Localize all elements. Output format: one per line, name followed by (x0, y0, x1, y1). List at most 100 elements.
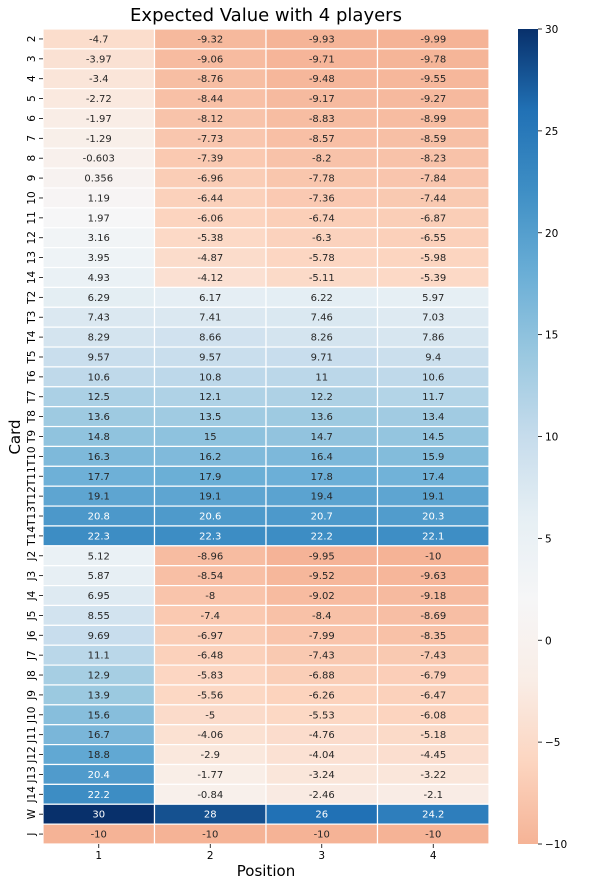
cell-value-label: 20.3 (422, 512, 444, 523)
y-tick-label: 5 (26, 95, 38, 102)
y-tick-label: T11 (26, 466, 38, 487)
cell-value-label: -10 (91, 830, 107, 841)
cell-value-label: -9.63 (420, 571, 446, 582)
cell-value-label: 17.8 (311, 472, 333, 483)
cell-value-label: -6.08 (420, 710, 446, 721)
cell-value-label: 7.43 (88, 313, 110, 324)
cell-value-label: -5.56 (197, 690, 223, 701)
y-tick-label: J13 (26, 766, 38, 783)
cell-value-label: -4.04 (309, 750, 335, 761)
cell-value-label: 9.57 (88, 352, 110, 363)
cell-value-label: -6.3 (312, 233, 332, 244)
cell-value-label: 5.97 (422, 293, 444, 304)
cell-value-label: -9.48 (309, 74, 335, 85)
y-tick-label: J3 (26, 571, 38, 582)
y-tick-label: J10 (26, 707, 38, 724)
colorbar-tick-label: 0 (545, 635, 552, 647)
y-tick-label: J2 (26, 551, 38, 562)
cell-value-label: 10.6 (422, 372, 444, 383)
y-tick-label: T4 (26, 330, 38, 344)
cell-value-label: 12.9 (88, 671, 110, 682)
cell-value-label: -6.97 (197, 631, 223, 642)
y-tick-label: 13 (26, 251, 38, 264)
y-tick-label: T3 (26, 311, 38, 325)
cell-value-label: -5.53 (309, 710, 335, 721)
cell-value-label: -6.55 (420, 233, 446, 244)
cell-value-label: 17.4 (422, 472, 444, 483)
y-tick-label: J9 (26, 690, 38, 701)
cell-value-label: 30 (92, 810, 105, 821)
cell-value-label: 20.7 (311, 512, 333, 523)
cell-value-label: 13.6 (88, 412, 110, 423)
cell-value-label: -8.35 (420, 631, 446, 642)
cell-value-label: 14.8 (88, 432, 110, 443)
cell-value-label: -8.59 (420, 134, 446, 145)
y-tick-label: 7 (26, 135, 38, 142)
cell-value-label: -5.38 (197, 233, 223, 244)
heatmap-cells: -4.7 -9.32 -9.93 -9.99 -3.97 -9.06 -9.71 -9.78 -… (42, 28, 490, 845)
cell-value-label: 19.1 (199, 492, 221, 503)
y-tick-label: J (26, 833, 38, 837)
y-tick-label: J14 (26, 786, 38, 804)
cell-value-label: 9.57 (199, 352, 221, 363)
cell-value-label: 8.29 (88, 333, 110, 344)
cell-value-label: -2.9 (200, 750, 220, 761)
colorbar-tick-label: 25 (545, 126, 558, 138)
cell-value-label: -9.18 (420, 591, 446, 602)
cell-value-label: -8.69 (420, 611, 446, 622)
cell-value-label: 22.1 (422, 531, 444, 542)
cell-value-label: -8.23 (420, 154, 446, 165)
cell-value-label: -7.36 (309, 193, 335, 204)
cell-value-label: 8.55 (88, 611, 110, 622)
x-tick-label: 2 (207, 850, 214, 862)
cell-value-label: -8.4 (312, 611, 332, 622)
x-tick-label: 1 (95, 850, 102, 862)
cell-value-label: -2.1 (423, 790, 443, 801)
cell-value-label: -7.39 (197, 154, 223, 165)
cell-value-label: -5.11 (309, 273, 335, 284)
colorbar-tick-label: 20 (545, 228, 558, 240)
y-tick-labels: 2 3 4 5 6 7 8 9 10 11 12 13 14 T2 T3 T4 T5 T6 T7 T8 T9 T10T11… (26, 36, 43, 837)
cell-value-label: -7.43 (420, 651, 446, 662)
cell-value-label: -3.97 (86, 54, 112, 65)
cell-value-label: -4.12 (197, 273, 223, 284)
x-tick-label: 4 (430, 850, 437, 862)
y-tick-label: 10 (26, 191, 38, 204)
cell-value-label: -4.06 (197, 730, 223, 741)
cell-value-label: 6.95 (88, 591, 110, 602)
cell-value-label: -8.96 (197, 551, 223, 562)
cell-value-label: -0.603 (83, 154, 115, 165)
cell-value-label: -8.83 (309, 114, 335, 125)
cell-value-label: 6.29 (88, 293, 110, 304)
cell-value-label: -7.99 (309, 631, 335, 642)
cell-value-label: -6.79 (420, 671, 446, 682)
cell-value-label: -2.72 (86, 94, 112, 105)
cell-value-label: -9.71 (309, 54, 335, 65)
cell-value-label: 12.1 (199, 392, 221, 403)
cell-value-label: 22.3 (199, 531, 221, 542)
cell-value-label: 7.03 (422, 313, 444, 324)
y-tick-label: W (26, 808, 38, 819)
x-tick-label: 3 (318, 850, 325, 862)
cell-value-label: -5 (205, 710, 215, 721)
cell-value-label: -8.12 (197, 114, 223, 125)
cell-value-label: -9.27 (420, 94, 446, 105)
y-tick-label: J7 (26, 650, 38, 661)
cell-value-label: 11 (315, 372, 328, 383)
cell-value-label: 9.69 (88, 631, 110, 642)
cell-value-label: -4.76 (309, 730, 335, 741)
cell-value-label: 19.1 (88, 492, 110, 503)
cell-value-label: -0.84 (197, 790, 223, 801)
chart-title: Expected Value with 4 players (130, 5, 402, 26)
y-tick-label: J12 (26, 746, 38, 763)
cell-value-label: 26 (315, 810, 328, 821)
cell-value-label: 5.87 (88, 571, 110, 582)
cell-value-label: -10 (425, 551, 441, 562)
cell-value-label: -8.44 (197, 94, 223, 105)
y-tick-label: 2 (26, 36, 38, 43)
cell-value-label: 16.2 (199, 452, 221, 463)
y-tick-label: T7 (26, 390, 38, 404)
colorbar-gradient (518, 29, 538, 844)
cell-value-label: 7.41 (199, 313, 221, 324)
cell-value-label: -2.46 (309, 790, 335, 801)
